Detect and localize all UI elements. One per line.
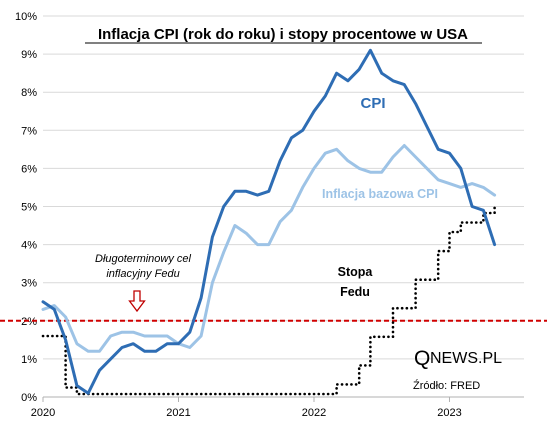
x-tick-label: 2022 — [302, 407, 326, 419]
x-tick-label: 2021 — [166, 407, 190, 419]
y-tick-label: 6% — [21, 163, 37, 175]
y-tick-label: 5% — [21, 202, 37, 214]
fed-series-label-line2: Fedu — [340, 285, 370, 299]
y-tick-label: 0% — [21, 392, 37, 404]
y-tick-label: 4% — [21, 240, 37, 252]
brand-logo-q: Q — [414, 347, 430, 370]
y-tick-label: 8% — [21, 87, 37, 99]
y-tick-label: 3% — [21, 278, 37, 290]
y-tick-label: 1% — [21, 354, 37, 366]
source-label: Źródło: FRED — [413, 379, 480, 392]
brand-logo-text: NEWS.PL — [430, 350, 502, 367]
x-tick-label: 2023 — [437, 407, 461, 419]
x-tick-label: 2020 — [31, 407, 55, 419]
cpi-series-label: CPI — [360, 95, 385, 112]
core-series-label: Inflacja bazowa CPI — [322, 187, 438, 201]
target-label-line2: inflacyjny Fedu — [106, 268, 179, 280]
series — [41, 48, 497, 396]
y-tick-label: 7% — [21, 125, 37, 137]
fed-series-label-line1: Stopa — [338, 265, 374, 279]
arrow-down-icon — [128, 290, 146, 313]
chart-title: Inflacja CPI (rok do roku) i stopy proce… — [98, 26, 468, 43]
y-tick-label: 10% — [15, 11, 37, 23]
target-label-line1: Długoterminowy cel — [95, 253, 192, 265]
fed-rate-series-line — [41, 202, 496, 396]
core-cpi-series-line — [41, 144, 497, 353]
y-tick-label: 2% — [21, 316, 37, 328]
x-axis-ticks: 2020 2021 2022 2023 — [31, 397, 462, 419]
cpi-series-line — [41, 48, 497, 395]
y-tick-label: 9% — [21, 49, 37, 61]
y-axis-ticks: 0% 1% 2% 3% 4% 5% 6% 7% 8% 9% 10% — [15, 11, 37, 404]
